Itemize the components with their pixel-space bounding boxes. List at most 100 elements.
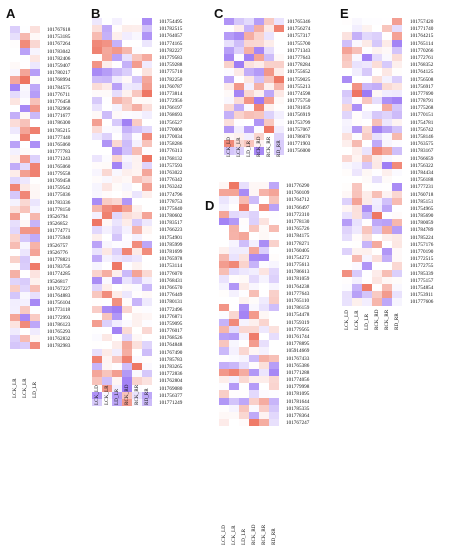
heatmap-cell bbox=[92, 212, 102, 220]
heatmap-cell bbox=[92, 305, 102, 313]
heatmap-cell bbox=[244, 61, 254, 69]
heatmap-cell bbox=[352, 154, 362, 162]
heatmap-row bbox=[219, 189, 279, 197]
heatmap-cell bbox=[229, 182, 239, 190]
heatmap-cell bbox=[112, 377, 122, 385]
heatmap-cell bbox=[30, 270, 40, 278]
column-label: LCK_LR bbox=[236, 137, 242, 157]
heatmap-cell bbox=[92, 341, 102, 349]
heatmap-cell bbox=[249, 311, 259, 319]
heatmap-cell bbox=[112, 39, 122, 47]
row-label: 101777606 bbox=[410, 299, 434, 306]
heatmap-cell bbox=[269, 203, 279, 211]
column-label: LCK_LD bbox=[344, 310, 350, 330]
heatmap-cell bbox=[254, 46, 264, 54]
heatmap-cell bbox=[352, 118, 362, 126]
heatmap-row bbox=[10, 176, 40, 185]
heatmap-row bbox=[219, 196, 279, 204]
heatmap-cell bbox=[382, 212, 392, 220]
heatmap-cell bbox=[20, 291, 30, 300]
heatmap-cell bbox=[20, 241, 30, 249]
heatmap-cell bbox=[362, 140, 372, 148]
row-label: 101756377 bbox=[159, 392, 183, 399]
row-label: 101786300 bbox=[47, 120, 71, 127]
heatmap-cell bbox=[102, 32, 112, 40]
row-label: 101760787 bbox=[159, 83, 183, 90]
heatmap-cell bbox=[254, 104, 264, 112]
heatmap-cell bbox=[249, 246, 259, 254]
heatmap-cell bbox=[372, 97, 382, 105]
heatmap-cell bbox=[219, 246, 229, 254]
row-label: 101756274 bbox=[287, 26, 311, 33]
heatmap-cell bbox=[20, 40, 30, 48]
heatmap-cell bbox=[249, 239, 259, 247]
heatmap-row bbox=[92, 82, 152, 90]
heatmap-cell bbox=[122, 104, 132, 112]
heatmap-cell bbox=[234, 18, 244, 26]
heatmap-cell bbox=[244, 75, 254, 83]
row-label: 101755652 bbox=[287, 69, 311, 76]
row-label: 101778895 bbox=[286, 341, 310, 348]
heatmap-cell bbox=[259, 217, 269, 226]
row-label: 19526852 bbox=[47, 221, 68, 228]
heatmap-cell bbox=[102, 68, 112, 76]
row-label: 101764712 bbox=[286, 197, 310, 204]
row-label: 101776711 bbox=[47, 91, 71, 98]
heatmap-row bbox=[10, 313, 40, 321]
heatmap-row bbox=[224, 61, 284, 69]
row-label: 101778150 bbox=[47, 206, 71, 213]
heatmap-cell bbox=[219, 289, 229, 297]
heatmap-cell bbox=[92, 204, 102, 213]
row-label: 101777643 bbox=[286, 290, 310, 297]
heatmap-cell bbox=[142, 219, 152, 227]
heatmap-cell bbox=[10, 83, 20, 91]
heatmap-cell bbox=[269, 275, 279, 283]
heatmap-cell bbox=[122, 377, 132, 385]
row-label: 101783042 bbox=[47, 48, 71, 55]
heatmap-row bbox=[224, 18, 284, 26]
heatmap-cell bbox=[219, 217, 229, 226]
row-label: 101778284 bbox=[287, 62, 311, 69]
heatmap-cell bbox=[239, 182, 249, 190]
heatmap-cell bbox=[132, 298, 142, 306]
heatmap-cell bbox=[224, 147, 234, 155]
heatmap-cell bbox=[372, 212, 382, 220]
heatmap-cell bbox=[102, 384, 112, 392]
heatmap-cell bbox=[362, 197, 372, 205]
heatmap-cell bbox=[259, 239, 269, 247]
heatmap-cell bbox=[122, 276, 132, 284]
heatmap-cell bbox=[122, 97, 132, 105]
heatmap-cell bbox=[132, 61, 142, 69]
heatmap-row bbox=[10, 299, 40, 307]
heatmap-cell bbox=[259, 412, 269, 420]
heatmap-cell bbox=[92, 46, 102, 54]
heatmap-row bbox=[342, 82, 402, 90]
heatmap-cell bbox=[30, 234, 40, 242]
heatmap-cell bbox=[10, 205, 20, 213]
heatmap-cell bbox=[122, 384, 132, 392]
heatmap-row bbox=[219, 318, 279, 326]
heatmap-row bbox=[342, 97, 402, 105]
heatmap-cell bbox=[219, 275, 229, 283]
heatmap-row bbox=[224, 32, 284, 40]
heatmap-cell bbox=[142, 248, 152, 256]
row-label: 19526817 bbox=[47, 278, 68, 285]
heatmap-cell bbox=[219, 383, 229, 391]
heatmap-cell bbox=[274, 32, 284, 40]
heatmap-cell bbox=[10, 270, 20, 278]
row-label: 101760405 bbox=[286, 247, 310, 254]
heatmap-cell bbox=[112, 240, 122, 248]
heatmap-cell bbox=[219, 404, 229, 412]
heatmap-cell bbox=[20, 141, 30, 149]
row-label: 101780217 bbox=[47, 70, 71, 77]
heatmap-cell bbox=[142, 176, 152, 184]
heatmap-cell bbox=[372, 147, 382, 155]
heatmap-cell bbox=[102, 291, 112, 299]
heatmap-cell bbox=[254, 53, 264, 62]
heatmap-cell bbox=[102, 233, 112, 241]
heatmap-cell bbox=[382, 18, 392, 26]
row-label: 101785339 bbox=[410, 270, 434, 277]
row-label: 101772755 bbox=[410, 263, 434, 270]
heatmap-cell bbox=[372, 111, 382, 119]
heatmap-cell bbox=[234, 68, 244, 76]
